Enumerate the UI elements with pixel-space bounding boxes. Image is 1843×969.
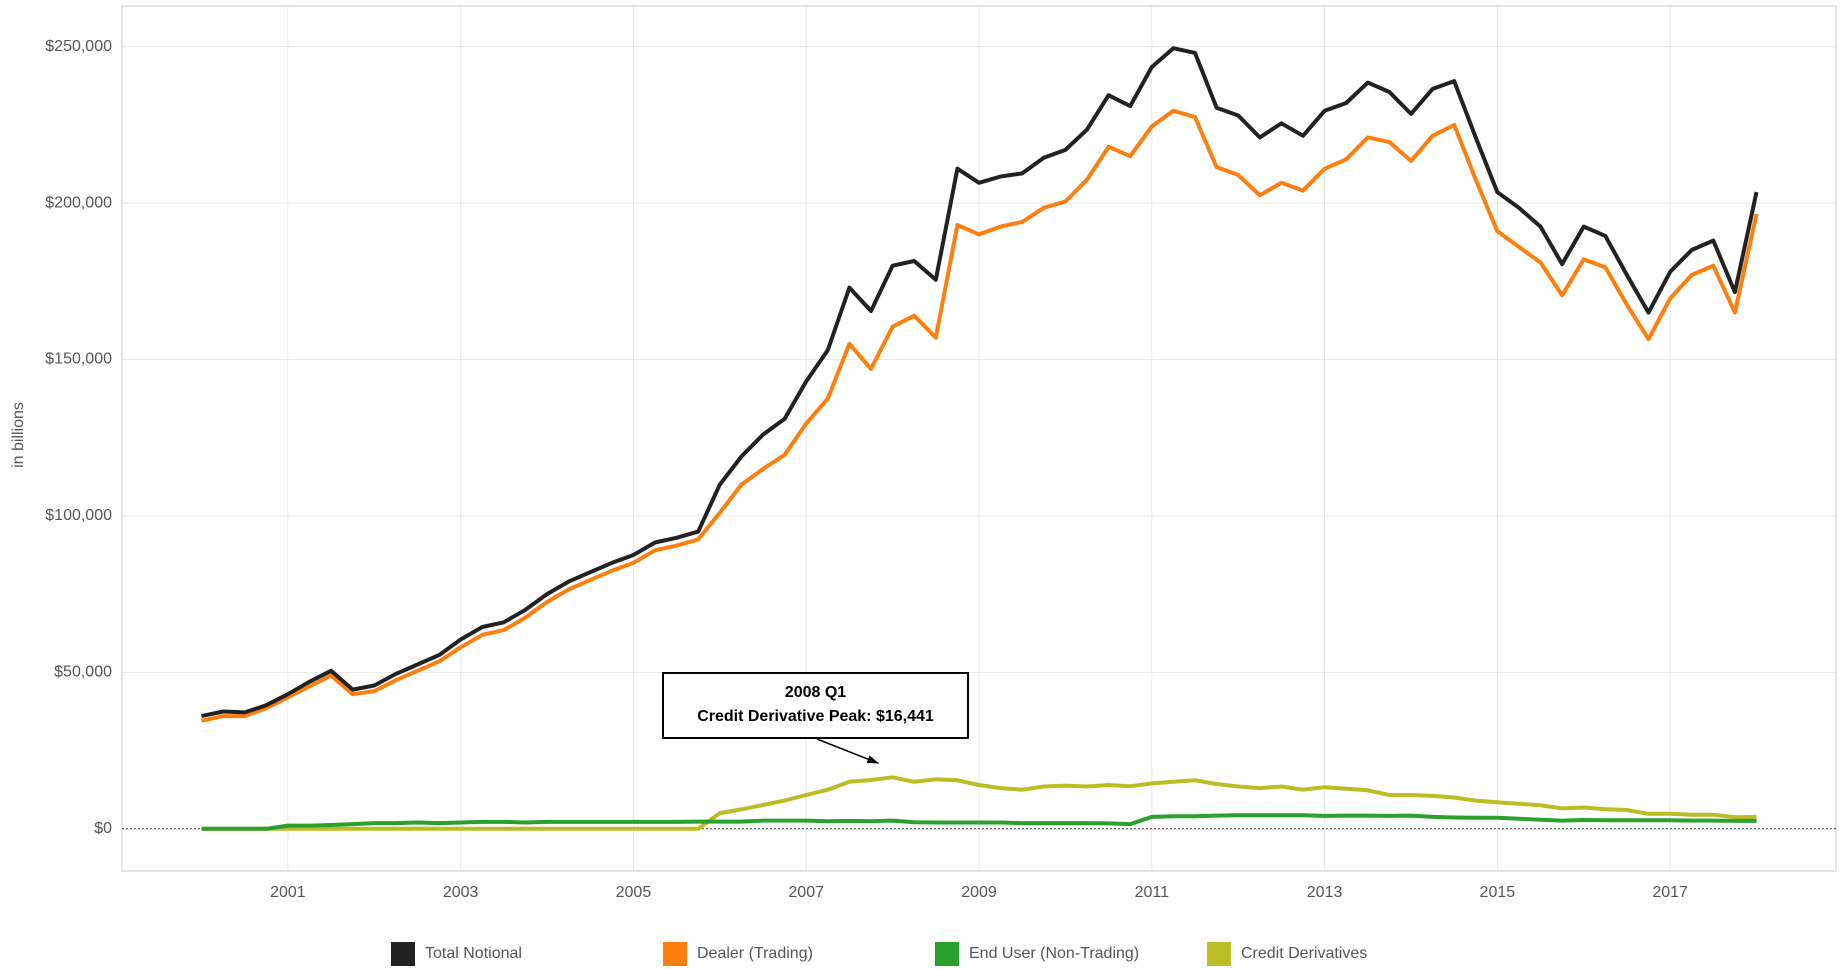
x-tick-label: 2005 bbox=[616, 884, 652, 901]
y-tick-label: $250,000 bbox=[45, 38, 112, 55]
legend-swatch bbox=[663, 942, 687, 966]
legend-label: Dealer (Trading) bbox=[697, 945, 813, 962]
x-tick-label: 2015 bbox=[1480, 884, 1516, 901]
y-tick-label: $200,000 bbox=[45, 194, 112, 211]
y-tick-label: $150,000 bbox=[45, 351, 112, 368]
x-tick-label: 2009 bbox=[961, 884, 997, 901]
x-tick-label: 2001 bbox=[270, 884, 306, 901]
legend-label: Total Notional bbox=[425, 945, 522, 962]
line-series bbox=[201, 46, 1759, 719]
x-tick-label: 2007 bbox=[788, 884, 824, 901]
annotation-arrowhead bbox=[866, 755, 879, 764]
plot-border bbox=[121, 5, 1837, 872]
y-axis-label: in billions bbox=[10, 402, 27, 468]
legend-label: End User (Non-Trading) bbox=[969, 945, 1139, 962]
annotation-text: 2008 Q1 bbox=[785, 684, 846, 701]
line-series bbox=[201, 813, 1757, 831]
annotation-text: Credit Derivative Peak: $16,441 bbox=[697, 708, 934, 725]
line-series bbox=[201, 775, 1757, 831]
x-tick-label: 2017 bbox=[1652, 884, 1688, 901]
line-series bbox=[201, 108, 1759, 723]
x-tick-label: 2003 bbox=[443, 884, 479, 901]
legend-label: Credit Derivatives bbox=[1241, 945, 1367, 962]
y-tick-label: $50,000 bbox=[54, 664, 112, 681]
y-tick-label: $0 bbox=[94, 820, 112, 837]
x-tick-label: 2013 bbox=[1307, 884, 1343, 901]
y-tick-label: $100,000 bbox=[45, 507, 112, 524]
legend-swatch bbox=[935, 942, 959, 966]
annotation-box bbox=[662, 672, 969, 739]
legend-swatch bbox=[391, 942, 415, 966]
x-tick-label: 2011 bbox=[1135, 884, 1170, 901]
legend-swatch bbox=[1207, 942, 1231, 966]
